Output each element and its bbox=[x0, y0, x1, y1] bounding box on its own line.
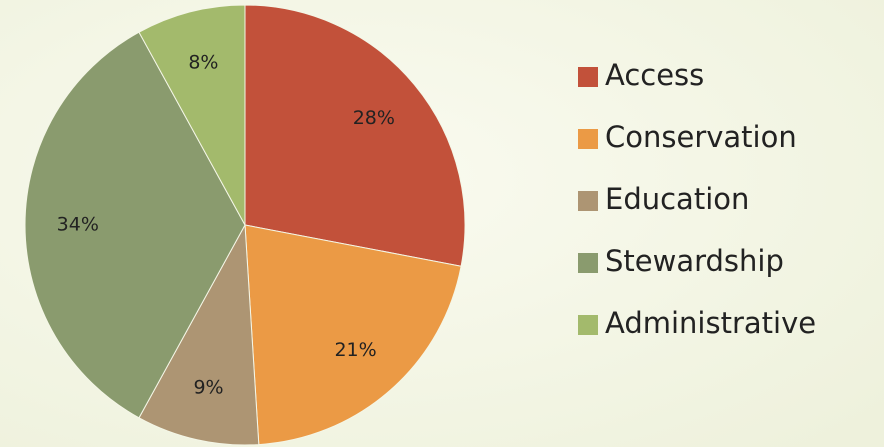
legend-label: Conservation bbox=[605, 120, 797, 154]
data-label: 8% bbox=[188, 52, 218, 74]
pie-slice bbox=[138, 4, 246, 226]
data-label: 28% bbox=[353, 107, 395, 129]
legend-label: Stewardship bbox=[605, 244, 784, 278]
data-label: 34% bbox=[57, 214, 99, 236]
legend-swatch bbox=[578, 129, 598, 149]
legend-label: Access bbox=[605, 58, 704, 92]
legend-swatch bbox=[578, 253, 598, 273]
pie-slice bbox=[24, 31, 246, 419]
legend-swatch bbox=[578, 315, 598, 335]
pie-slice bbox=[244, 224, 462, 446]
legend-swatch bbox=[578, 191, 598, 211]
data-label: 9% bbox=[193, 377, 223, 399]
legend-label: Education bbox=[605, 182, 749, 216]
data-label: 21% bbox=[334, 339, 376, 361]
pie-slice bbox=[138, 223, 260, 446]
pie-slice bbox=[244, 4, 466, 267]
legend-label: Administrative bbox=[605, 306, 816, 340]
legend-swatch bbox=[578, 67, 598, 87]
